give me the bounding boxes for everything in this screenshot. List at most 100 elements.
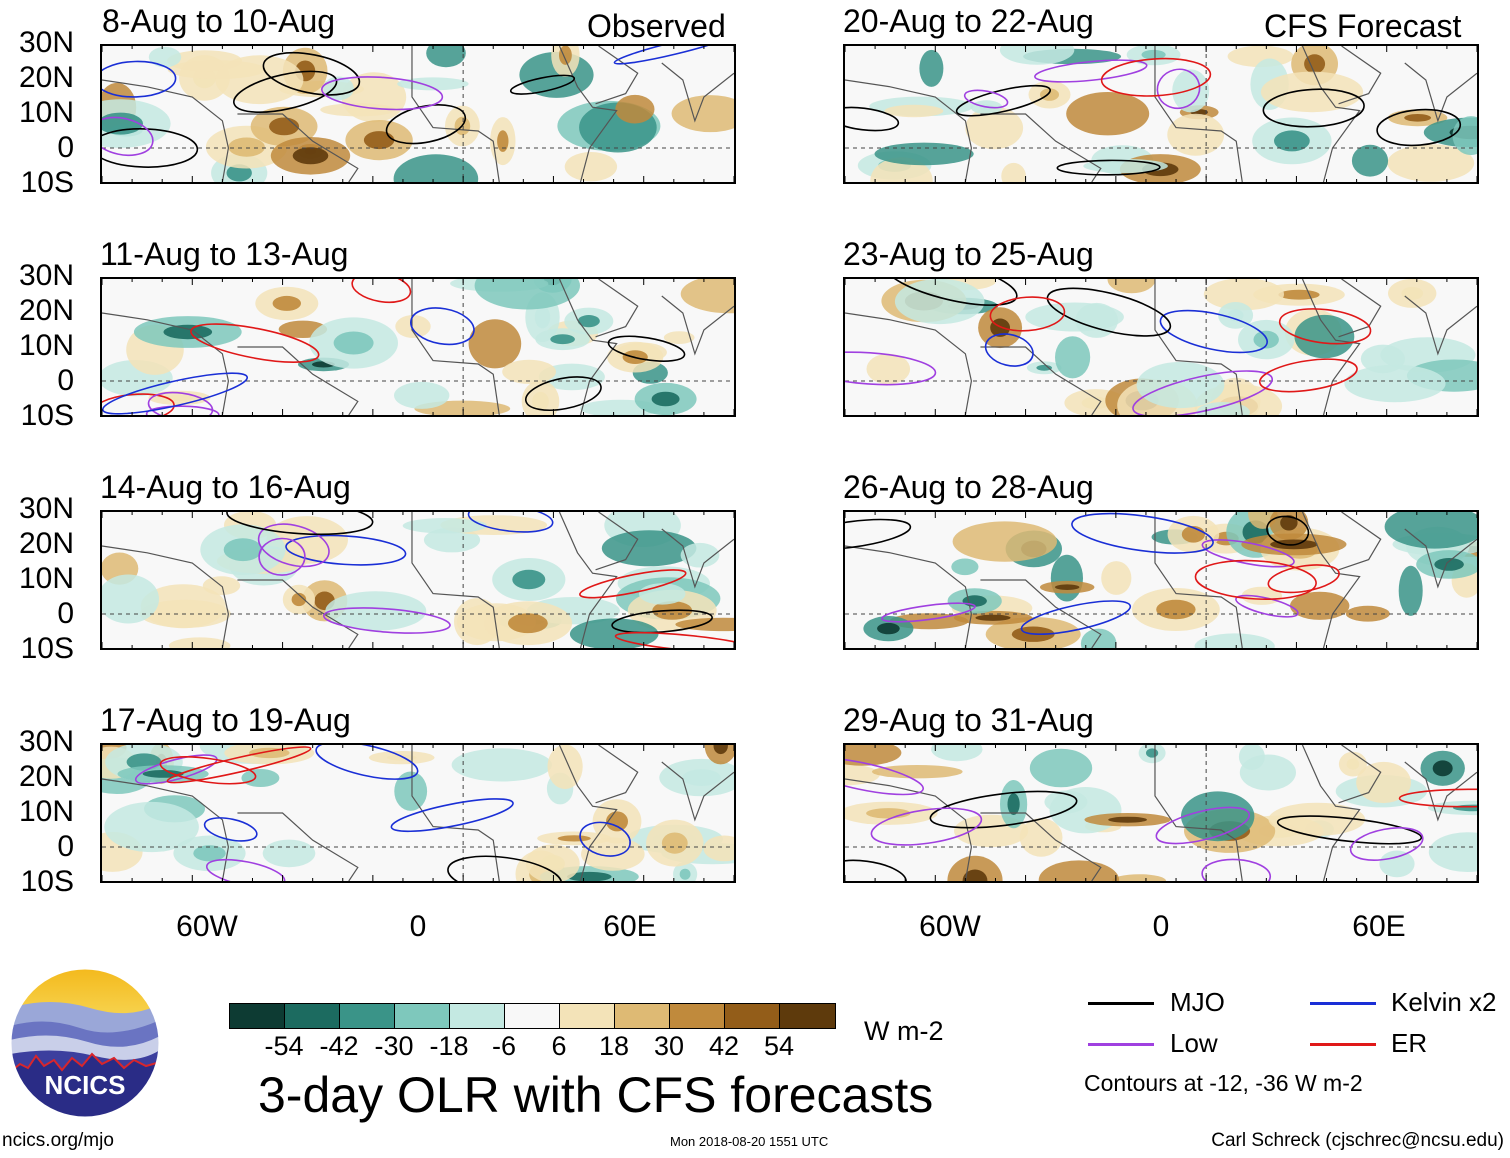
lon-label-60e-right: 60E <box>1352 910 1406 943</box>
olr-anomaly-core <box>962 869 988 881</box>
olr-anomaly <box>1019 818 1063 857</box>
lat-label-20n: 20N <box>18 760 74 793</box>
olr-anomaly-core <box>1404 114 1431 122</box>
olr-anomaly <box>947 855 1003 881</box>
olr-anomaly-core <box>193 845 226 862</box>
wave-contour <box>845 756 925 796</box>
panel-title-8: 29-Aug to 31-Aug <box>843 702 1094 738</box>
olr-anomaly <box>1196 402 1250 415</box>
coastline <box>237 579 359 648</box>
map-panel-forecast-1 <box>843 44 1479 184</box>
wave-contour <box>984 333 1034 367</box>
wave-contour <box>1376 108 1462 147</box>
wave-contour <box>351 279 412 304</box>
colorbar-tick-label: 54 <box>763 1031 795 1061</box>
olr-anomaly <box>395 315 431 338</box>
olr-anomaly-core <box>1141 49 1166 60</box>
colorbar-swatch <box>780 1004 835 1028</box>
olr-anomaly-core <box>550 334 575 345</box>
olr-anomaly <box>680 542 720 568</box>
olr-anomaly-core <box>540 855 565 873</box>
coastline <box>1338 46 1382 105</box>
olr-anomaly <box>663 331 695 344</box>
legend-line-mjo <box>1088 1002 1154 1005</box>
wave-contour <box>881 602 976 623</box>
wave-contour <box>845 106 900 132</box>
olr-anomaly <box>1001 162 1026 182</box>
footer-url[interactable]: ncics.org/mjo <box>2 1130 114 1151</box>
wave-contour <box>390 798 514 833</box>
olr-anomaly-core <box>292 147 329 165</box>
olr-anomaly-core <box>386 754 417 761</box>
wave-contour <box>258 537 306 576</box>
olr-anomaly-core <box>1346 758 1360 770</box>
lat-label-10s: 10S <box>20 399 74 432</box>
colorbar-swatch <box>395 1004 450 1028</box>
wave-contour <box>1276 815 1423 845</box>
olr-anomaly <box>468 319 522 369</box>
wave-contour <box>205 858 286 881</box>
olr-anomaly <box>393 154 479 182</box>
wave-contour <box>1262 88 1365 128</box>
olr-anomaly <box>426 46 466 68</box>
olr-anomaly <box>1398 565 1423 616</box>
olr-anomaly <box>884 104 944 118</box>
olr-anomaly <box>874 142 974 166</box>
wave-contour <box>1159 309 1268 354</box>
coastline <box>1404 761 1477 822</box>
chart-title: 3-day OLR with CFS forecasts <box>258 1067 934 1123</box>
olr-anomaly <box>320 103 396 117</box>
coastline <box>845 312 973 415</box>
colorbar <box>229 1003 836 1029</box>
wave-contour <box>322 607 451 634</box>
wave-contour <box>845 518 912 551</box>
olr-anomaly <box>1344 364 1446 403</box>
coastline <box>980 579 1102 648</box>
coastline <box>558 279 618 415</box>
olr-anomaly-core <box>497 130 509 152</box>
coastline <box>1301 745 1361 881</box>
olr-anomaly-core <box>606 811 628 832</box>
olr-anomaly <box>1294 314 1355 359</box>
olr-anomaly-core <box>1108 816 1147 823</box>
olr-anomaly <box>325 591 427 631</box>
coastline <box>558 745 618 881</box>
colorbar-swatch <box>725 1004 780 1028</box>
olr-anomaly-core <box>679 868 691 880</box>
legend-line-kelvin <box>1310 1002 1376 1005</box>
coastline <box>237 812 359 881</box>
olr-anomaly <box>1167 113 1225 156</box>
coastline <box>1404 528 1477 589</box>
coastline <box>980 113 1102 182</box>
olr-anomaly <box>423 527 481 553</box>
lat-label-20n: 20N <box>18 61 74 94</box>
panel-title-1: 8-Aug to 10-Aug <box>102 3 336 39</box>
forecast-label: CFS Forecast <box>1264 8 1462 44</box>
olr-anomaly <box>1194 633 1275 648</box>
coastline <box>661 528 734 589</box>
wave-contour <box>929 790 1078 829</box>
olr-anomaly-core <box>1432 760 1453 777</box>
olr-anomaly-core <box>532 391 549 411</box>
wave-contour <box>607 335 686 362</box>
wave-contour <box>1267 564 1340 594</box>
map-panel-forecast-2 <box>843 277 1479 417</box>
wave-contour <box>579 821 631 857</box>
olr-anomaly-core <box>567 871 612 881</box>
observed-label: Observed <box>587 8 726 44</box>
olr-anomaly-core <box>269 117 300 136</box>
coastline <box>1338 745 1382 804</box>
olr-anomaly <box>1044 790 1088 814</box>
wave-contour <box>1201 539 1295 568</box>
coastline <box>102 778 230 881</box>
wave-contour <box>1201 858 1272 881</box>
colorbar-tick-label: -42 <box>319 1031 359 1061</box>
olr-anomaly <box>1290 591 1350 620</box>
lat-label-10n: 10N <box>18 795 74 828</box>
lat-label-30n: 30N <box>18 725 74 758</box>
coastline <box>102 79 230 182</box>
olr-anomaly-core <box>877 622 900 635</box>
olr-anomaly-core <box>226 164 252 182</box>
wave-contour <box>963 89 1009 109</box>
olr-anomaly-core <box>1304 54 1326 74</box>
